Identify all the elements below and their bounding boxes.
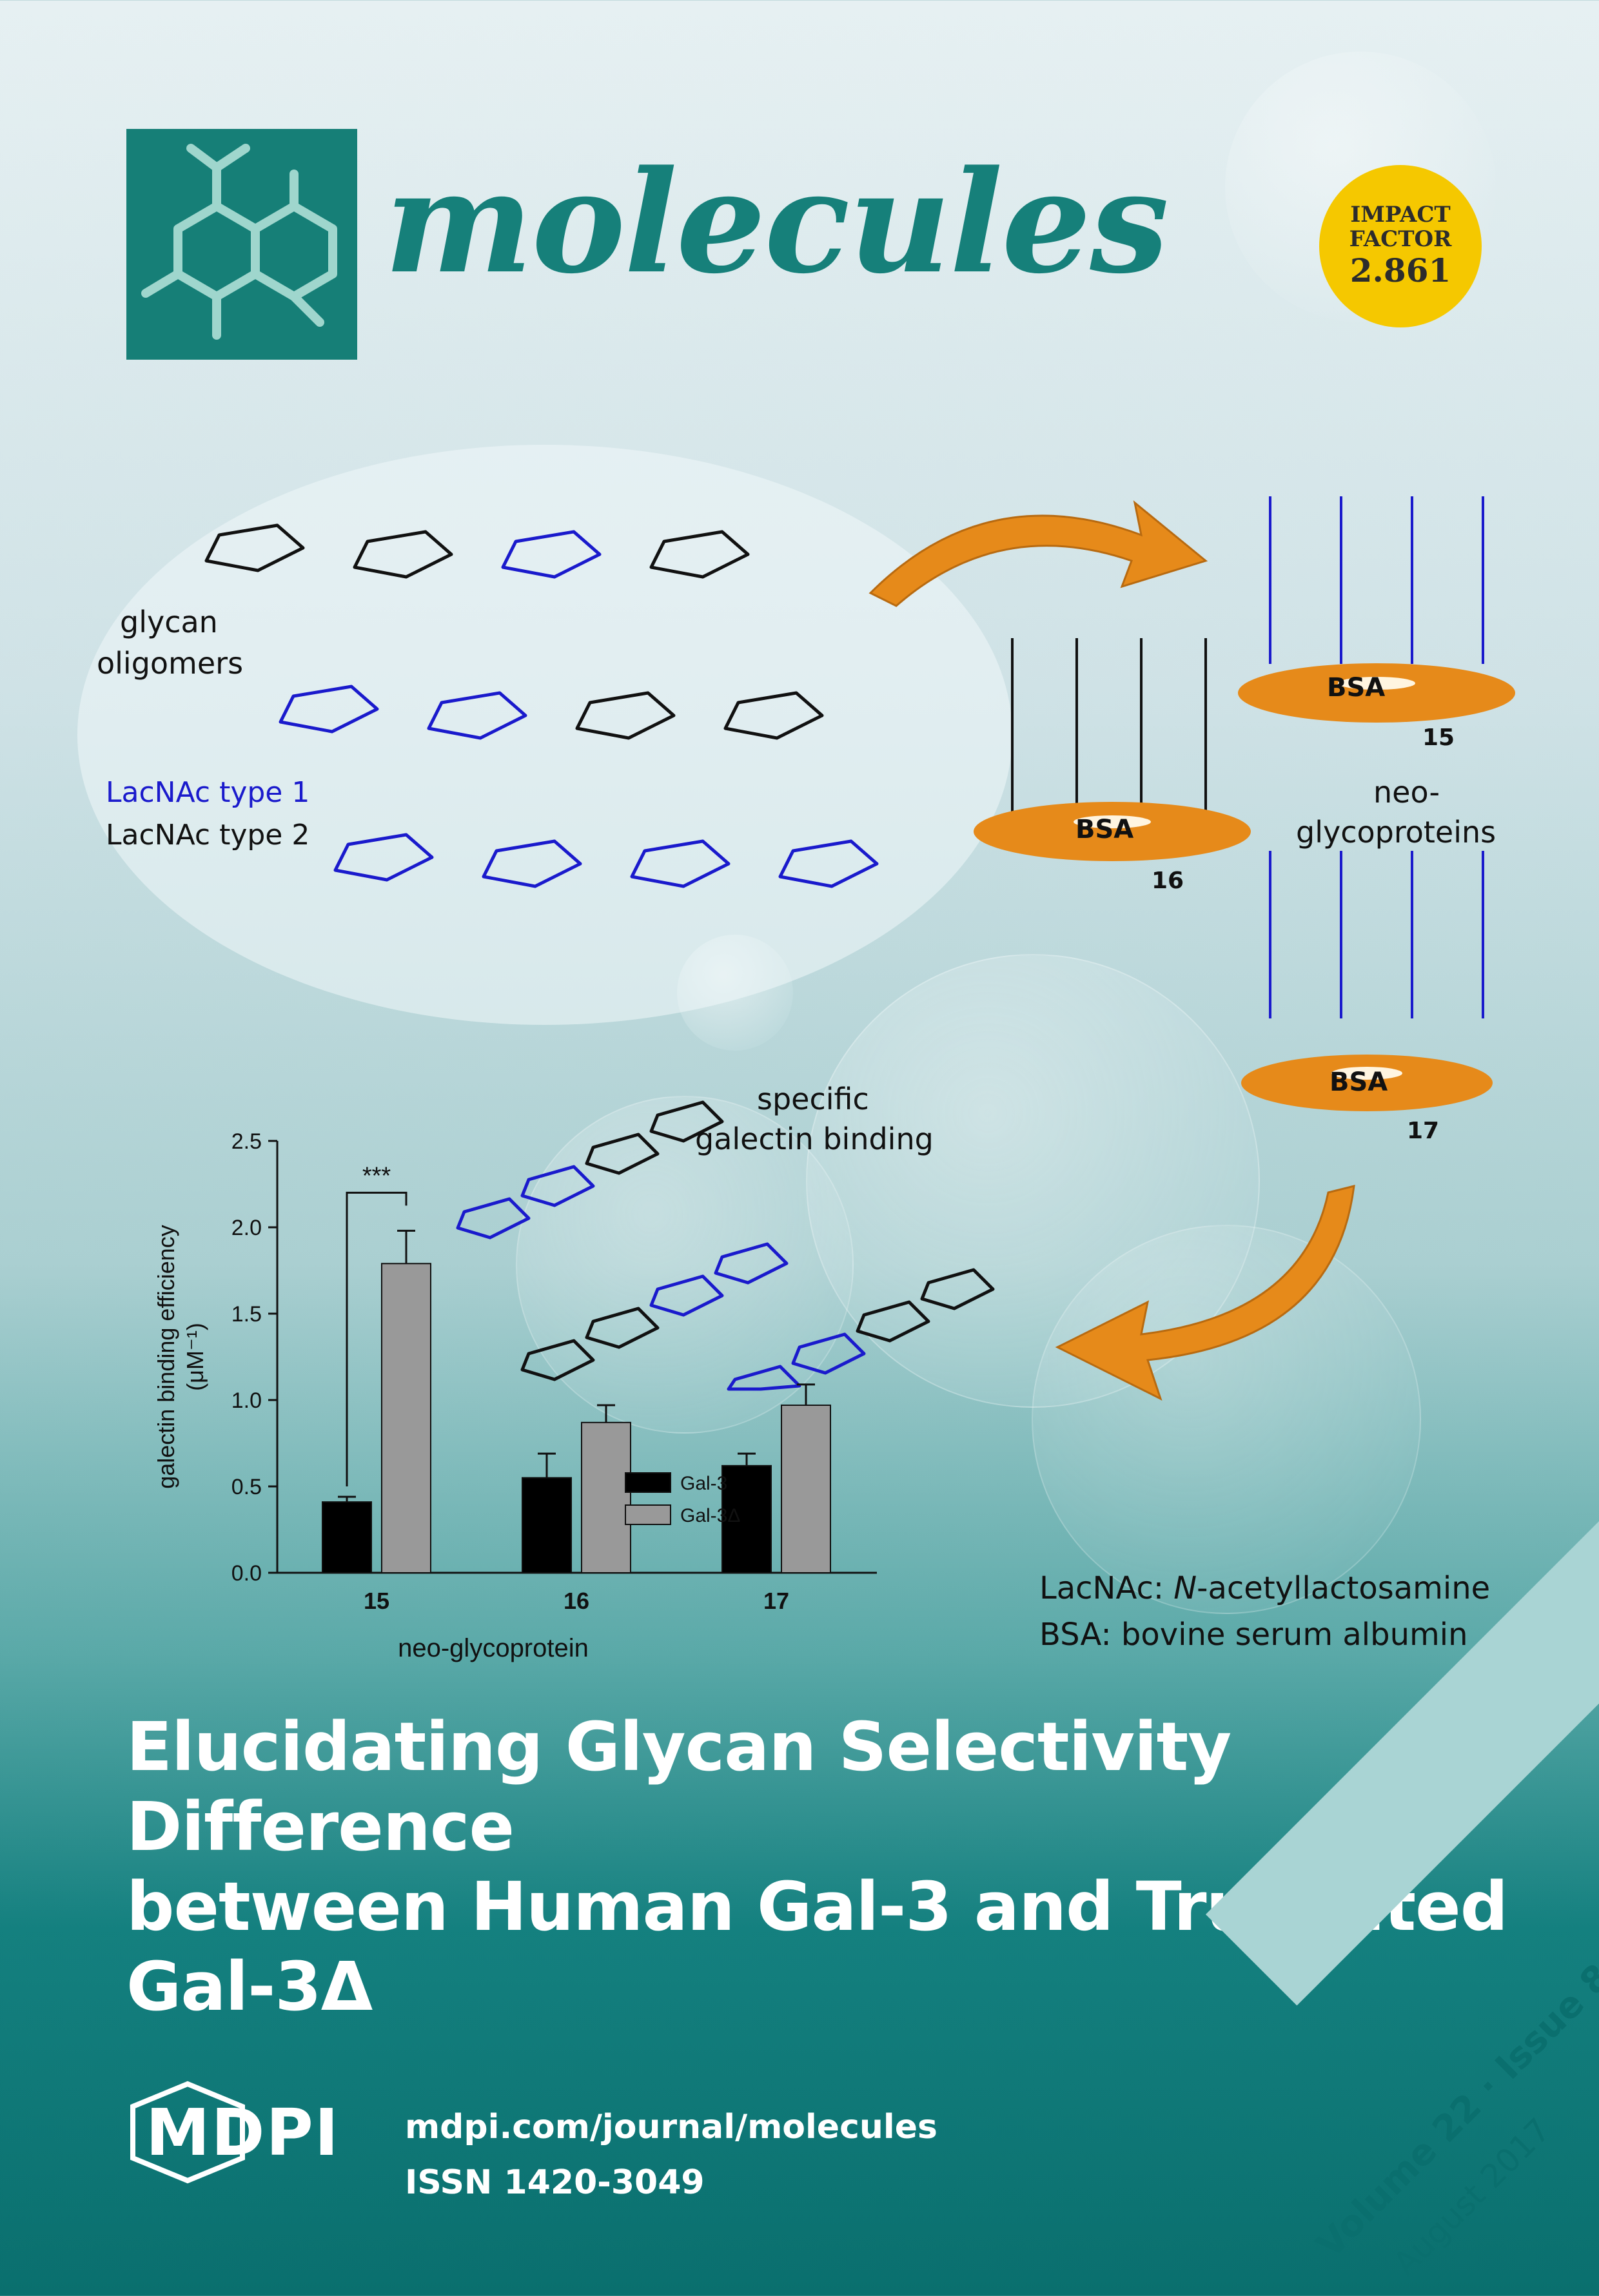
article-title-line: Elucidating Glycan Selectivity Differenc… <box>126 1707 1231 1866</box>
glycan-structures <box>204 523 879 888</box>
legend-label: Gal-3 <box>680 1473 727 1494</box>
bsa-highlight <box>1338 677 1415 690</box>
lacnac-type1-label: LacNAc type 1 <box>106 776 310 809</box>
bar-gal-3--16 <box>581 1421 631 1573</box>
significance-bracket <box>346 1191 407 1486</box>
glycan-label: oligomers <box>97 646 244 681</box>
galectin-ligand-structures <box>456 1100 995 1391</box>
molecule-logo-icon <box>141 144 337 340</box>
glycan-label: glycan <box>120 605 218 639</box>
impact-factor-label: FACTOR <box>1349 226 1452 252</box>
bsa-protein-15 <box>1238 663 1515 723</box>
bsa-label: BSA <box>1327 673 1386 703</box>
abbreviation-lacnac-prefix: LacNAc: <box>1039 1570 1174 1606</box>
bsa-protein-16 <box>974 802 1251 861</box>
abbreviation-lacnac-rest: -acetyllactosamine <box>1197 1570 1491 1606</box>
publisher-name: MDPI <box>146 2095 340 2170</box>
journal-title: molecules <box>384 140 1169 305</box>
glycan-panel-ellipse <box>77 445 1012 1025</box>
journal-logo <box>126 129 357 360</box>
y-tick-label: 2.5 <box>231 1129 262 1154</box>
neo-glycoproteins-diagram <box>974 496 1515 1111</box>
chart-bars <box>322 1229 831 1574</box>
binding-efficiency-chart: 0.0 0.5 1.0 1.5 2.0 2.5 galectin binding effic… <box>153 1129 877 1662</box>
legend-label: Gal-3Δ <box>680 1505 740 1526</box>
orange-arrow-left-icon <box>1055 1185 1355 1401</box>
neo-glycoproteins-label: neo- <box>1373 775 1440 810</box>
legend-swatch <box>625 1472 671 1493</box>
y-axis-label: galectin binding efficiency <box>153 1225 179 1489</box>
y-tick-label: 0.5 <box>231 1475 262 1499</box>
chart-labels: 0.0 0.5 1.0 1.5 2.0 2.5 galectin binding effic… <box>153 1129 789 1662</box>
bar-gal-3--17 <box>781 1405 831 1573</box>
compound-number-17: 17 <box>1407 1118 1440 1144</box>
x-tick-label: 15 <box>364 1588 389 1614</box>
background-bubble <box>516 1096 854 1434</box>
abbreviation-bsa: BSA: bovine serum albumin <box>1039 1617 1468 1653</box>
bsa-protein-17 <box>1241 1055 1493 1111</box>
journal-url[interactable]: mdpi.com/journal/molecules <box>405 2108 937 2146</box>
y-tick-label: 1.5 <box>231 1302 262 1327</box>
bsa-highlight <box>1074 815 1151 828</box>
lacnac-type2-label: LacNAc type 2 <box>106 819 310 851</box>
bar-gal-3-15 <box>322 1501 372 1573</box>
specific-binding-label: galectin binding <box>695 1122 934 1156</box>
bsa-highlight <box>1331 1067 1402 1080</box>
impact-factor-label: IMPACT <box>1350 202 1451 228</box>
x-axis-label: neo-glycoprotein <box>398 1634 589 1662</box>
abbreviation-lacnac: LacNAc: N-acetyllactosamine <box>1039 1570 1490 1606</box>
bsa-label: BSA <box>1329 1067 1388 1097</box>
background-bubble <box>1032 1225 1421 1614</box>
y-axis-unit: (μM⁻¹) <box>182 1323 208 1391</box>
y-tick-label: 1.0 <box>231 1388 262 1413</box>
compound-number-16: 16 <box>1152 868 1184 894</box>
legend-swatch <box>625 1504 671 1525</box>
impact-factor-badge: IMPACT FACTOR 2.861 <box>1319 165 1482 327</box>
neo-glycoproteins-label: glycoproteins <box>1296 815 1496 850</box>
compound-number-15: 15 <box>1422 725 1455 751</box>
abbreviation-lacnac-italic: N <box>1173 1570 1197 1606</box>
bar-gal-3-17 <box>721 1464 772 1574</box>
bsa-label: BSA <box>1075 815 1134 844</box>
y-tick-label: 0.0 <box>231 1561 262 1586</box>
x-tick-label: 16 <box>564 1588 589 1614</box>
impact-factor-value: 2.861 <box>1349 251 1451 289</box>
specific-binding-label: specific <box>757 1082 869 1116</box>
y-tick-label: 2.0 <box>231 1216 262 1240</box>
x-tick-label: 17 <box>763 1588 789 1614</box>
significance-annotation: *** <box>362 1162 391 1189</box>
mdpi-logo-icon <box>130 2081 245 2184</box>
issn: ISSN 1420-3049 <box>405 2163 705 2202</box>
bar-gal-3--15 <box>381 1263 431 1573</box>
chart-axes <box>268 1140 877 1574</box>
orange-arrow-right-icon <box>868 500 1208 607</box>
bar-gal-3-16 <box>522 1477 572 1573</box>
